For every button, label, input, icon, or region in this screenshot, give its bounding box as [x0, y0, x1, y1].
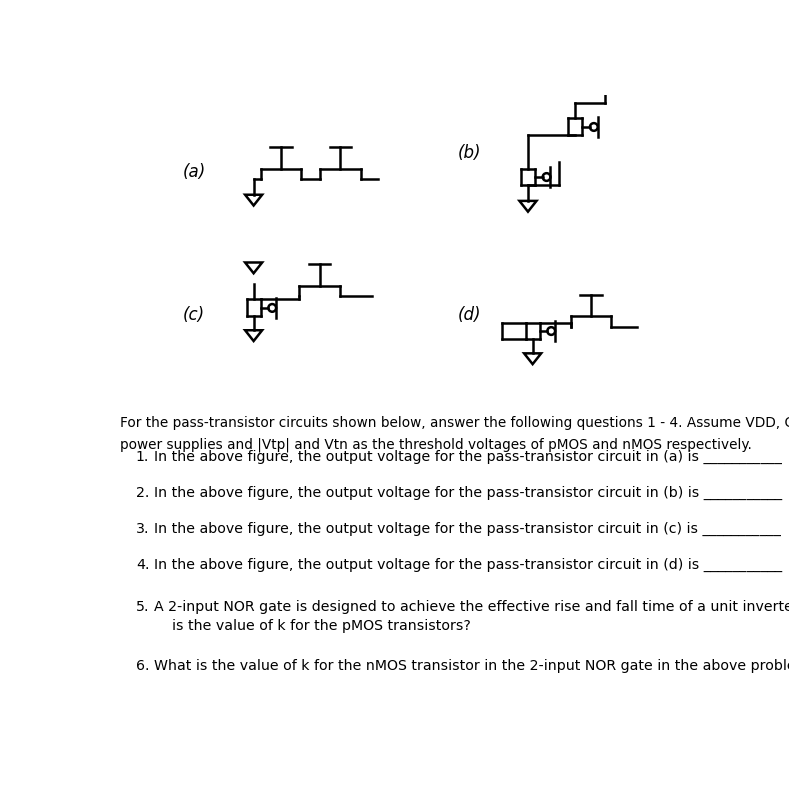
Text: In the above figure, the output voltage for the pass-transistor circuit in (d) i: In the above figure, the output voltage …: [155, 558, 783, 572]
Text: (b): (b): [458, 144, 481, 162]
Text: In the above figure, the output voltage for the pass-transistor circuit in (c) i: In the above figure, the output voltage …: [155, 522, 781, 536]
Text: 6.: 6.: [136, 659, 149, 673]
Text: 5.: 5.: [136, 599, 149, 614]
Text: 2.: 2.: [136, 486, 149, 500]
Text: A 2-input NOR gate is designed to achieve the effective rise and fall time of a : A 2-input NOR gate is designed to achiev…: [155, 599, 789, 634]
Text: What is the value of k for the nMOS transistor in the 2-input NOR gate in the ab: What is the value of k for the nMOS tran…: [155, 659, 789, 673]
Text: (a): (a): [182, 164, 206, 181]
Text: 4.: 4.: [136, 558, 149, 572]
Text: For the pass-transistor circuits shown below, answer the following questions 1 -: For the pass-transistor circuits shown b…: [121, 417, 789, 452]
Text: In the above figure, the output voltage for the pass-transistor circuit in (a) i: In the above figure, the output voltage …: [155, 450, 783, 463]
Text: 1.: 1.: [136, 450, 149, 463]
Text: In the above figure, the output voltage for the pass-transistor circuit in (b) i: In the above figure, the output voltage …: [155, 486, 783, 500]
Text: 3.: 3.: [136, 522, 149, 536]
Text: (c): (c): [182, 306, 204, 324]
Text: (d): (d): [458, 306, 481, 324]
